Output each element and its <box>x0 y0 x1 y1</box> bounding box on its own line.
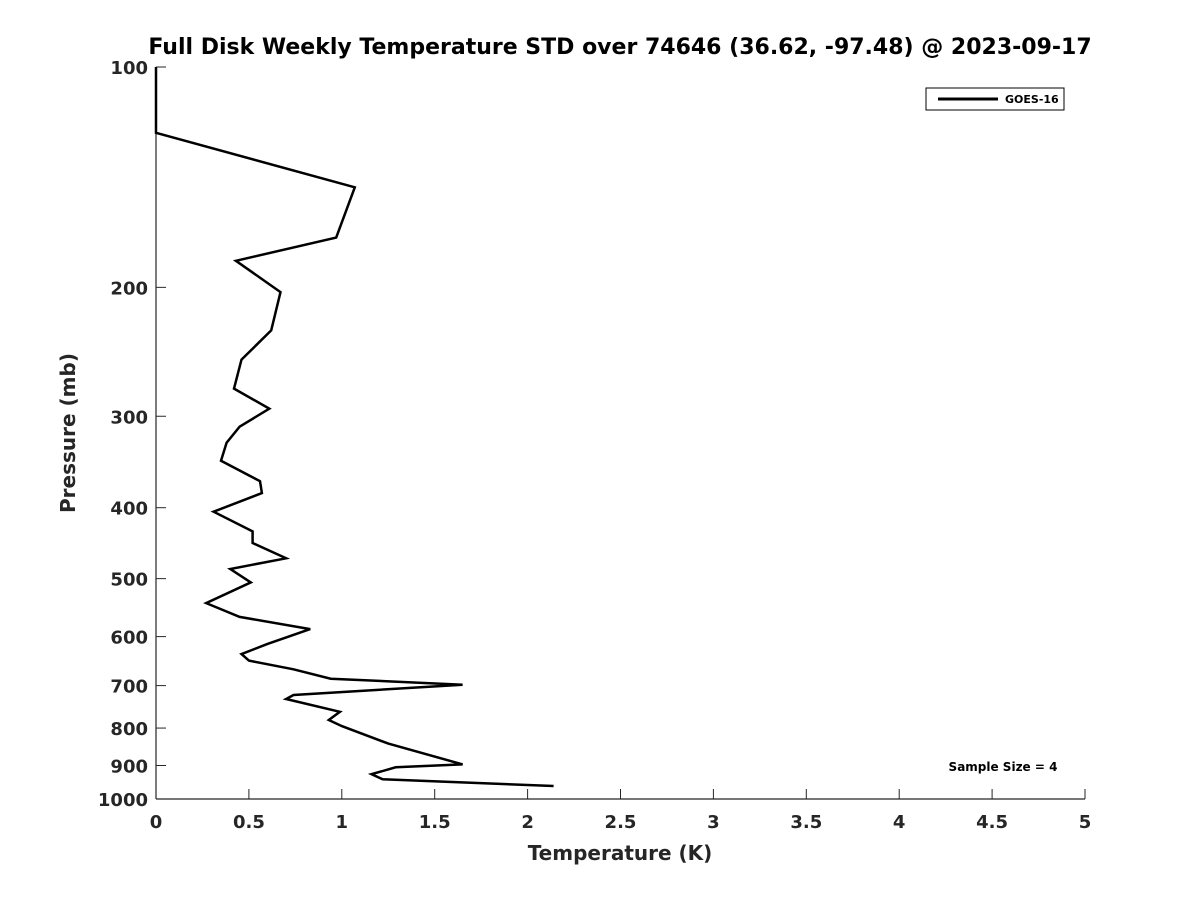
x-tick-label: 5 <box>1079 812 1092 833</box>
x-tick-label: 2.5 <box>605 812 637 833</box>
chart-title: Full Disk Weekly Temperature STD over 74… <box>148 35 1091 60</box>
y-axis-label: Pressure (mb) <box>56 353 80 513</box>
x-tick-label: 0 <box>150 812 163 833</box>
y-tick-label: 800 <box>110 719 148 740</box>
legend: GOES-16 <box>925 87 1065 111</box>
x-tick-label: 1 <box>336 812 349 833</box>
x-tick-label: 3.5 <box>790 812 822 833</box>
y-tick-label: 200 <box>110 278 148 299</box>
y-tick-label: 400 <box>110 499 148 520</box>
y-axis-ticks: 100 200 300 400 500 600 700 800 900 1000 <box>98 58 166 811</box>
y-tick-label: 100 <box>110 58 148 79</box>
x-tick-label: 1.5 <box>419 812 451 833</box>
x-axis-label: Temperature (K) <box>528 841 713 865</box>
y-tick-label: 500 <box>110 570 148 591</box>
y-tick-label: 900 <box>110 757 148 778</box>
sample-size-annotation: Sample Size = 4 <box>949 760 1058 774</box>
y-tick-label: 700 <box>110 677 148 698</box>
x-tick-label: 2 <box>521 812 534 833</box>
x-axis-ticks: 0 0.5 1 1.5 2 2.5 3 3.5 4 4.5 5 <box>150 789 1092 833</box>
y-tick-label: 300 <box>110 407 148 428</box>
legend-label-goes-16: GOES-16 <box>1005 93 1059 106</box>
series-layer <box>154 67 554 788</box>
y-tick-label: 600 <box>110 628 148 649</box>
x-tick-label: 0.5 <box>233 812 265 833</box>
y-tick-label: 1000 <box>98 790 148 811</box>
series-line-goes-16 <box>154 67 554 788</box>
axes <box>155 67 1085 800</box>
x-tick-label: 4 <box>893 812 906 833</box>
x-tick-label: 4.5 <box>976 812 1008 833</box>
x-tick-label: 3 <box>707 812 720 833</box>
